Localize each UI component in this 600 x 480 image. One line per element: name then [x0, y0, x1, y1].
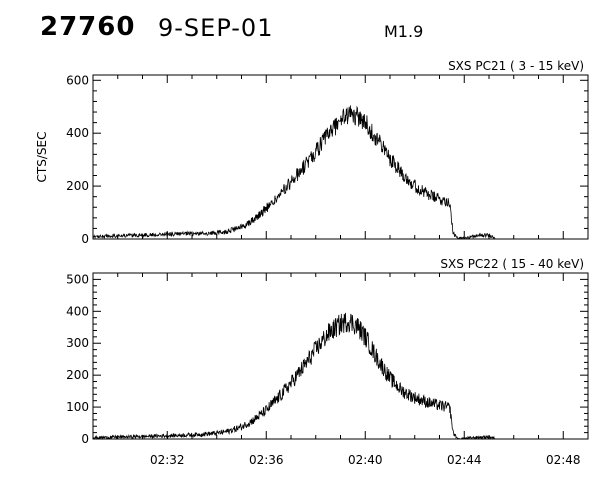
x-tick-label: 02:40: [348, 453, 383, 467]
y-tick-label: 500: [66, 272, 89, 286]
y-tick-label: 100: [66, 400, 89, 414]
y-tick-label: 0: [81, 232, 89, 246]
x-tick-label: 02:32: [150, 453, 185, 467]
y-tick-label: 400: [66, 126, 89, 140]
chart-panel-2: SXS PC22 ( 15 - 40 keV) 0 100 200 300 400 500 0…: [66, 257, 589, 467]
y-tick-label: 400: [66, 304, 89, 318]
x-tick-label: 02:44: [447, 453, 482, 467]
flare-class: M1.9: [384, 22, 424, 41]
count-rate-line: [92, 105, 496, 240]
y-tick-label: 200: [66, 368, 89, 382]
x-tick-label: 02:36: [249, 453, 284, 467]
plot-frame: [92, 272, 589, 440]
y-tick-label: 0: [81, 432, 89, 446]
y-tick-label: 300: [66, 336, 89, 350]
event-date: 9-SEP-01: [158, 14, 274, 42]
y-tick-label: 200: [66, 179, 89, 193]
y-axis-label: CTS/SEC: [35, 132, 49, 183]
event-id: 27760: [40, 12, 136, 42]
x-tick-label: 02:48: [546, 453, 581, 467]
channel-label: SXS PC21 ( 3 - 15 keV): [448, 59, 584, 73]
y-tick-label: 600: [66, 73, 89, 87]
plot-frame: [92, 74, 589, 240]
header: 27760 9-SEP-01 M1.9: [0, 0, 600, 60]
channel-label: SXS PC22 ( 15 - 40 keV): [440, 257, 584, 271]
chart-panel-1: SXS PC21 ( 3 - 15 keV) CTS/SEC 0 200 400 600: [35, 59, 589, 246]
count-rate-line: [92, 312, 496, 441]
